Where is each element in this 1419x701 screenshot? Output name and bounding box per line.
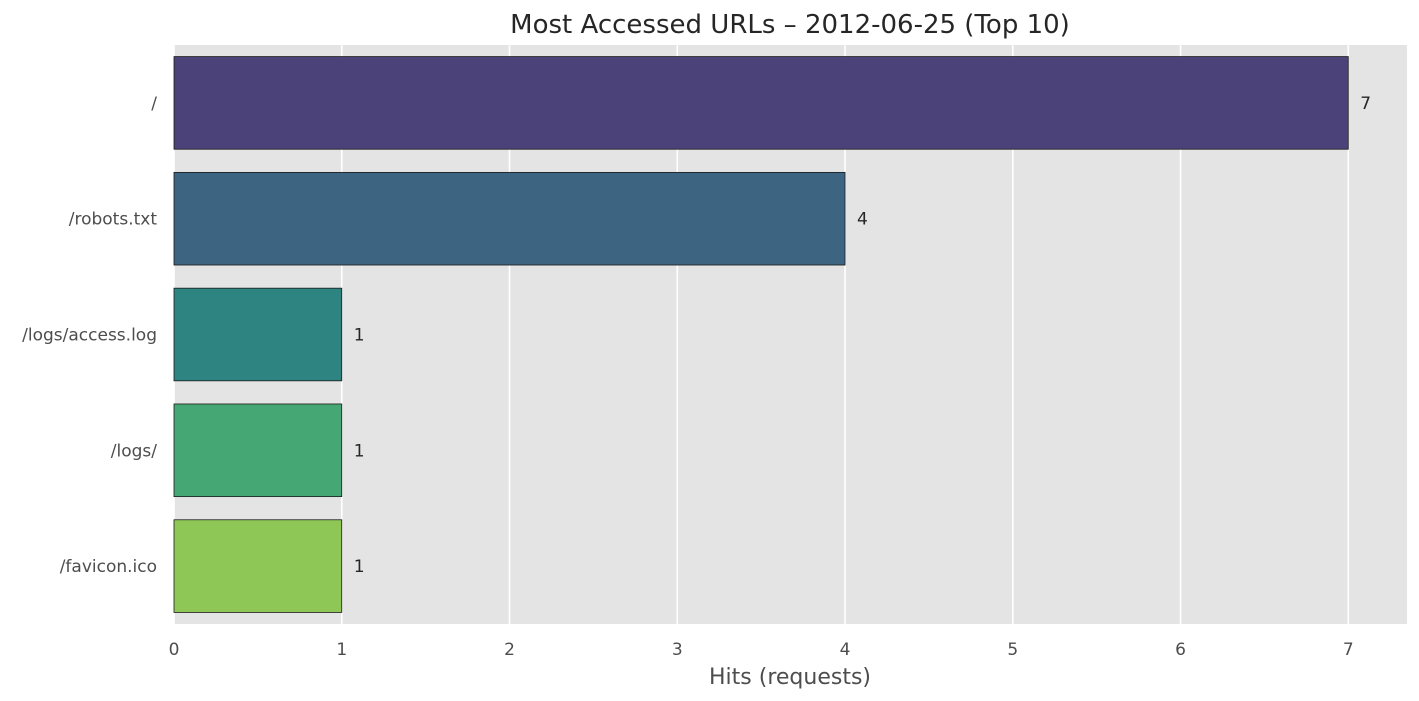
bar (173, 403, 343, 498)
x-tick-label: 4 (840, 640, 851, 660)
y-tick-label: / (151, 94, 157, 114)
x-tick-labels: 0 1 2 3 4 5 6 7 (169, 640, 1354, 660)
bar-value-label: 1 (354, 326, 365, 346)
x-tick-label: 7 (1343, 640, 1354, 660)
y-tick-label: /logs/ (111, 441, 157, 461)
y-tick-label: /logs/access.log (22, 326, 157, 346)
x-tick-label: 2 (504, 640, 515, 660)
bar-value-label: 1 (354, 557, 365, 577)
y-tick-label: /robots.txt (69, 210, 158, 230)
x-tick-label: 0 (169, 640, 180, 660)
y-tick-labels: / /robots.txt/logs/access.log/logs/ /favic… (22, 94, 157, 577)
bar (173, 171, 846, 266)
bar (173, 287, 343, 382)
bar-value-label: 1 (354, 441, 365, 461)
x-tick-label: 3 (672, 640, 683, 660)
bar-value-label: 7 (1360, 94, 1371, 114)
x-tick-label: 5 (1007, 640, 1018, 660)
x-tick-label: 1 (336, 640, 347, 660)
bars (173, 56, 1349, 613)
bar (173, 56, 1349, 150)
value-labels: 7 4 1 1 1 (354, 94, 1371, 577)
x-tick-label: 6 (1175, 640, 1186, 660)
y-tick-label: /favicon.ico (60, 557, 157, 577)
bar (173, 519, 343, 613)
chart-title: Most Accessed URLs – 2012-06-25 (Top 10) (510, 10, 1070, 40)
bar-value-label: 4 (857, 210, 868, 230)
x-axis-label: Hits (requests) (709, 665, 871, 690)
